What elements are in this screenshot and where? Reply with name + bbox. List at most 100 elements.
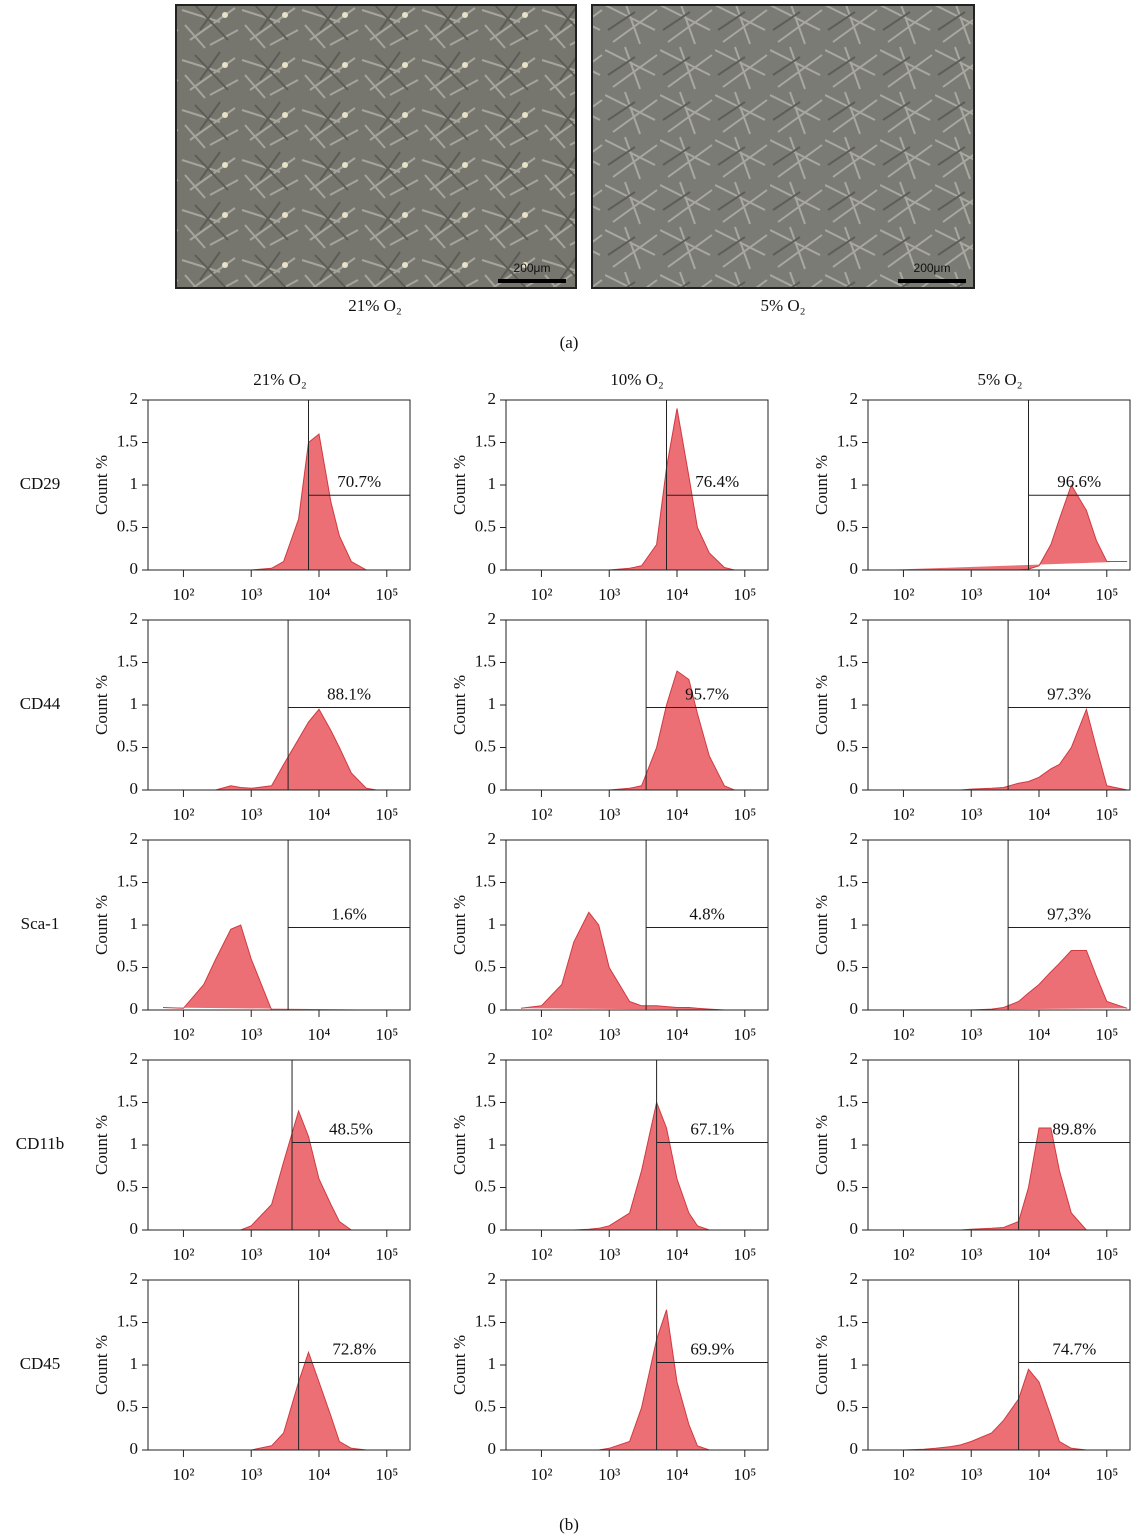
y-tick-label: 1.5 bbox=[837, 651, 858, 670]
gate-label: 97.3% bbox=[1047, 684, 1091, 703]
y-tick-label: 1.5 bbox=[475, 651, 496, 670]
x-tick-label: 10² bbox=[892, 1465, 914, 1484]
y-tick-label: 0 bbox=[850, 779, 859, 798]
y-tick-label: 0.5 bbox=[837, 516, 858, 535]
histogram bbox=[883, 1127, 1128, 1231]
y-tick-label: 0.5 bbox=[837, 1396, 858, 1415]
y-tick-label: 2 bbox=[850, 609, 859, 628]
x-tick-label: 10³ bbox=[960, 805, 982, 824]
x-tick-label: 10⁵ bbox=[375, 1245, 398, 1264]
histogram bbox=[163, 1350, 408, 1451]
row-label: CD11b bbox=[16, 1134, 65, 1153]
y-tick-label: 0.5 bbox=[117, 516, 138, 535]
y-tick-label: 0 bbox=[850, 1219, 859, 1238]
y-tick-label: 0.5 bbox=[837, 736, 858, 755]
scale-bar-label: 200μm bbox=[514, 261, 551, 275]
plot-frame bbox=[147, 1279, 411, 1451]
micrograph bbox=[591, 4, 975, 289]
gate-label: 69.9% bbox=[690, 1339, 734, 1358]
y-tick-label: 1 bbox=[488, 474, 497, 493]
y-tick-label: 2 bbox=[488, 1269, 497, 1288]
y-tick-label: 1 bbox=[488, 694, 497, 713]
y-tick-label: 1.5 bbox=[117, 431, 138, 450]
histogram bbox=[520, 911, 766, 1011]
gate-label: 4.8% bbox=[689, 904, 724, 923]
y-tick-label: 0.5 bbox=[837, 1176, 858, 1195]
y-tick-label: 1.5 bbox=[837, 1091, 858, 1110]
x-tick-label: 10⁴ bbox=[308, 1245, 331, 1264]
gate-label: 76.4% bbox=[695, 472, 739, 491]
y-tick-label: 0 bbox=[488, 999, 497, 1018]
row-label: CD44 bbox=[20, 694, 61, 713]
y-axis-label: Count % bbox=[92, 675, 111, 735]
x-tick-label: 10⁵ bbox=[733, 1245, 756, 1264]
histogram bbox=[883, 1368, 1128, 1451]
y-tick-label: 1.5 bbox=[475, 871, 496, 890]
micrograph bbox=[175, 4, 577, 289]
x-tick-label: 10³ bbox=[598, 1245, 620, 1264]
x-tick-label: 10⁴ bbox=[1028, 585, 1051, 604]
x-tick-label: 10⁴ bbox=[666, 805, 689, 824]
y-tick-label: 1 bbox=[130, 694, 139, 713]
image-caption: 5% O₂ bbox=[760, 296, 805, 315]
histogram bbox=[162, 924, 408, 1011]
y-tick-label: 0.5 bbox=[475, 956, 496, 975]
y-tick-label: 0.5 bbox=[837, 956, 858, 975]
x-tick-label: 10⁴ bbox=[308, 585, 331, 604]
column-header: 5% O₂ bbox=[977, 370, 1022, 389]
y-tick-label: 1 bbox=[850, 694, 859, 713]
x-tick-label: 10² bbox=[892, 1025, 914, 1044]
y-tick-label: 0 bbox=[488, 559, 497, 578]
gate-label: 74.7% bbox=[1052, 1339, 1096, 1358]
y-tick-label: 0.5 bbox=[117, 1176, 138, 1195]
y-tick-label: 0 bbox=[130, 1439, 139, 1458]
row-label: Sca-1 bbox=[21, 914, 60, 933]
y-tick-label: 0 bbox=[130, 1219, 139, 1238]
x-tick-label: 10² bbox=[530, 1465, 552, 1484]
x-tick-label: 10⁴ bbox=[666, 1245, 689, 1264]
gate-label: 97,3% bbox=[1047, 904, 1091, 923]
x-tick-label: 10² bbox=[172, 805, 194, 824]
plot-frame bbox=[147, 619, 411, 791]
y-tick-label: 2 bbox=[850, 1269, 859, 1288]
x-tick-label: 10⁵ bbox=[1095, 1465, 1118, 1484]
x-tick-label: 10² bbox=[892, 805, 914, 824]
y-axis-label: Count % bbox=[450, 1335, 469, 1395]
x-tick-label: 10³ bbox=[960, 1465, 982, 1484]
gate-label: 70.7% bbox=[337, 472, 381, 491]
x-tick-label: 10³ bbox=[598, 1025, 620, 1044]
y-tick-label: 1 bbox=[850, 474, 859, 493]
x-tick-label: 10³ bbox=[240, 1465, 262, 1484]
x-tick-label: 10⁴ bbox=[308, 805, 331, 824]
x-tick-label: 10⁴ bbox=[666, 1025, 689, 1044]
gate-label: 72.8% bbox=[332, 1339, 376, 1358]
y-tick-label: 1 bbox=[130, 1354, 139, 1373]
y-tick-label: 1.5 bbox=[475, 1091, 496, 1110]
x-tick-label: 10³ bbox=[598, 585, 620, 604]
y-tick-label: 1 bbox=[850, 914, 859, 933]
plot-frame bbox=[867, 1059, 1131, 1231]
x-tick-label: 10⁵ bbox=[375, 1465, 398, 1484]
x-tick-label: 10⁴ bbox=[308, 1025, 331, 1044]
y-axis-label: Count % bbox=[92, 455, 111, 515]
y-tick-label: 1.5 bbox=[475, 431, 496, 450]
gate-label: 95.7% bbox=[685, 684, 729, 703]
y-axis-label: Count % bbox=[812, 675, 831, 735]
y-tick-label: 1 bbox=[850, 1354, 859, 1373]
histogram bbox=[883, 950, 1128, 1011]
y-tick-label: 1 bbox=[488, 1354, 497, 1373]
y-tick-label: 0 bbox=[488, 1219, 497, 1238]
x-tick-label: 10² bbox=[530, 585, 552, 604]
x-tick-label: 10² bbox=[892, 585, 914, 604]
x-tick-label: 10³ bbox=[598, 805, 620, 824]
y-axis-label: Count % bbox=[92, 895, 111, 955]
y-tick-label: 1.5 bbox=[117, 1091, 138, 1110]
y-tick-label: 0 bbox=[488, 1439, 497, 1458]
gate-label: 48.5% bbox=[329, 1119, 373, 1138]
y-tick-label: 1.5 bbox=[117, 1311, 138, 1330]
x-tick-label: 10⁵ bbox=[1095, 585, 1118, 604]
x-tick-label: 10² bbox=[892, 1245, 914, 1264]
y-axis-label: Count % bbox=[450, 895, 469, 955]
histogram bbox=[163, 708, 408, 791]
